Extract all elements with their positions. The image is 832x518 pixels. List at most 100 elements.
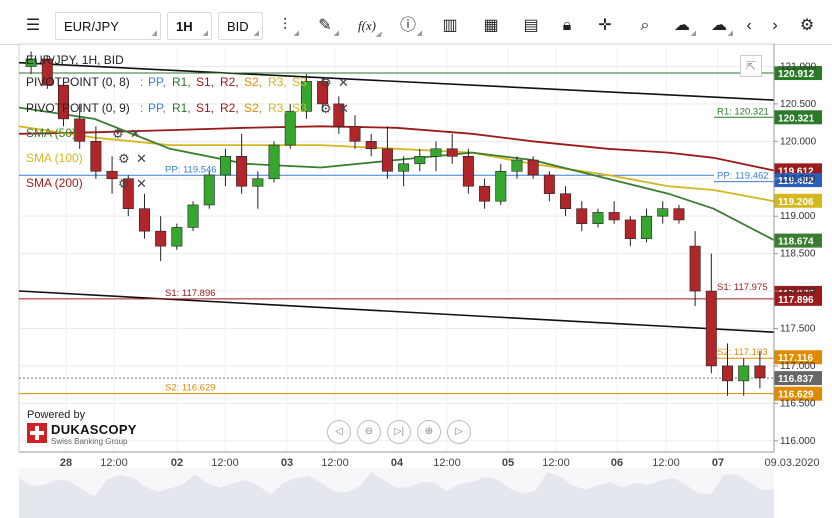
candle-body [462, 155, 474, 187]
x-tick-label: 07 [712, 457, 724, 469]
candle-body [592, 212, 604, 224]
candle-body [641, 215, 653, 239]
gear-icon: ⚙ [112, 126, 124, 141]
candle-body [203, 174, 215, 206]
period-label: 1H [176, 19, 193, 34]
indicator-label: PIVOTPOINT (0, 8) [26, 75, 130, 89]
candle-body [187, 204, 199, 228]
price-tag: 118.674 [774, 233, 822, 248]
pivot-label: R1: 120.321 [717, 106, 769, 117]
crosshair-icon[interactable]: ✛ [598, 17, 612, 34]
candle-body [74, 118, 86, 142]
price-tag-bg [774, 193, 822, 208]
y-tick-label: 116.500 [780, 398, 816, 409]
gear-icon[interactable]: ⚙ [799, 17, 815, 34]
indicator-item: R1, [172, 101, 191, 115]
y-tick-label: 121.000 [780, 61, 817, 72]
zoom-out-icon[interactable]: ⊖ [357, 420, 381, 444]
calendar-icon[interactable]: ▦ [483, 17, 499, 34]
instrument-select[interactable]: EUR/JPY ◢ [55, 12, 161, 40]
chart-nav: ◁ ⊖ ▷| ⊕ ▷ [327, 420, 477, 446]
candle-body [219, 155, 231, 176]
side-select[interactable]: BID ◢ [218, 12, 263, 40]
x-tick-label: 09.03.2020 [764, 457, 819, 469]
candle-body [722, 365, 733, 382]
indicator-item: R1, [172, 75, 191, 89]
fx-icon[interactable]: f(x) ◢ [357, 18, 381, 38]
indicator-item: R3, [268, 101, 287, 115]
close-icon: ✕ [136, 151, 147, 166]
y-tick-label: 120.000 [780, 136, 817, 147]
candle-body [58, 84, 69, 120]
price-tag: 120.321 [774, 110, 822, 125]
lock-icon[interactable]: 🔒︎ [562, 17, 572, 34]
download-icon[interactable]: ☁ ◢ [711, 17, 733, 37]
candle-body [106, 170, 118, 180]
candle-body [171, 227, 183, 247]
x-axis: 28 12:00 02 12:00 03 12:00 04 12:00 05 12:00 06 12:… [19, 451, 820, 469]
popout-icon[interactable]: ⇱ [740, 55, 762, 77]
next-icon[interactable]: ▷ [447, 420, 471, 444]
notes-icon[interactable]: ▤ [523, 17, 539, 34]
powered-by-label: Powered by [27, 409, 86, 421]
y-axis: 116.000 116.500 117.000 117.500 118.000 118.5… [773, 44, 817, 452]
price-tag-text: 119.482 [778, 176, 814, 187]
prev-icon[interactable]: ◁ [327, 420, 351, 444]
info-icon[interactable]: ⓘ ◢ [399, 17, 422, 37]
chevron-right-icon[interactable]: › [772, 17, 778, 34]
x-tick-label: 12:00 [652, 457, 680, 469]
y-tick-label: 116.000 [780, 436, 816, 447]
price-tag-text: 120.321 [778, 113, 815, 124]
hamburger-icon[interactable]: ☰ [25, 17, 41, 34]
candle-body [479, 185, 491, 202]
x-tick-label: 12:00 [542, 457, 570, 469]
pencil-icon[interactable]: ✎ ◢ [318, 17, 339, 37]
upload-icon[interactable]: ☁ ◢ [674, 17, 696, 37]
price-tag-text: 116.837 [778, 374, 814, 385]
legend: EUR/JPY, 1H, BID PIVOTPOINT (0, 8): PP, R1,… [26, 53, 349, 191]
candles [25, 51, 766, 396]
candle-body [349, 126, 361, 142]
pivot-label: S1: 117.975 [717, 282, 768, 293]
chevron-left-icon[interactable]: ‹ [746, 17, 752, 34]
price-tag: 116.837 [774, 371, 822, 386]
indicator-item: S3 [292, 101, 307, 115]
indicator-item: S2, [244, 101, 262, 115]
price-tag: 117.896 [774, 291, 822, 306]
candle-body [252, 178, 264, 187]
price-tag-bg [774, 233, 822, 248]
zoom-icon[interactable]: ⌕ [640, 17, 650, 34]
fit-icon[interactable]: ▷| [387, 420, 411, 444]
dukascopy-logo[interactable]: DUKASCOPY Swiss Banking Group [27, 421, 137, 447]
candle-body [689, 245, 701, 292]
candle-body [365, 141, 377, 150]
x-tick-label: 12:00 [100, 457, 128, 469]
zoom-in-icon[interactable]: ⊕ [417, 420, 441, 444]
candle-body [398, 163, 410, 172]
x-tick-label: 04 [391, 457, 404, 469]
candle-body [414, 155, 426, 165]
candle-body [576, 208, 588, 224]
candle-body [560, 193, 572, 209]
bars-icon[interactable]: ▥ [442, 17, 458, 34]
brand-sub: Swiss Banking Group [51, 437, 128, 446]
sma-label: SMA (50) [26, 126, 76, 140]
indicator-item: S1, [196, 101, 214, 115]
candlestick-icon[interactable]: ⫶ ◢ [282, 17, 299, 37]
sma-label: SMA (200) [26, 176, 83, 190]
price-tag-text: 119.206 [778, 197, 814, 208]
candle-body [381, 148, 393, 172]
y-tick-label: 119.500 [780, 174, 816, 185]
price-tag-bg [774, 291, 822, 306]
price-tag-bg [774, 371, 822, 386]
pivot-label: PP: 119.546 [165, 164, 217, 175]
pivot-label: S1: 117.896 [165, 288, 216, 299]
x-tick-label: 03 [281, 457, 293, 469]
gear-icon: ⚙ [118, 151, 130, 166]
y-tick-label: 118.000 [780, 286, 816, 297]
period-select[interactable]: 1H ◢ [167, 12, 212, 40]
indicator-item: S2, [244, 75, 262, 89]
gridlines [18, 43, 775, 453]
